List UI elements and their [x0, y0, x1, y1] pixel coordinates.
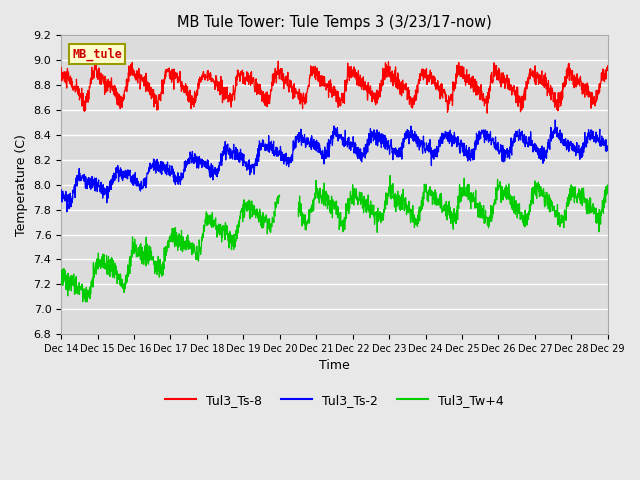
Title: MB Tule Tower: Tule Temps 3 (3/23/17-now): MB Tule Tower: Tule Temps 3 (3/23/17-now…: [177, 15, 492, 30]
Y-axis label: Temperature (C): Temperature (C): [15, 134, 28, 236]
Text: MB_tule: MB_tule: [72, 48, 122, 60]
Legend: Tul3_Ts-8, Tul3_Ts-2, Tul3_Tw+4: Tul3_Ts-8, Tul3_Ts-2, Tul3_Tw+4: [160, 389, 509, 411]
X-axis label: Time: Time: [319, 360, 350, 372]
